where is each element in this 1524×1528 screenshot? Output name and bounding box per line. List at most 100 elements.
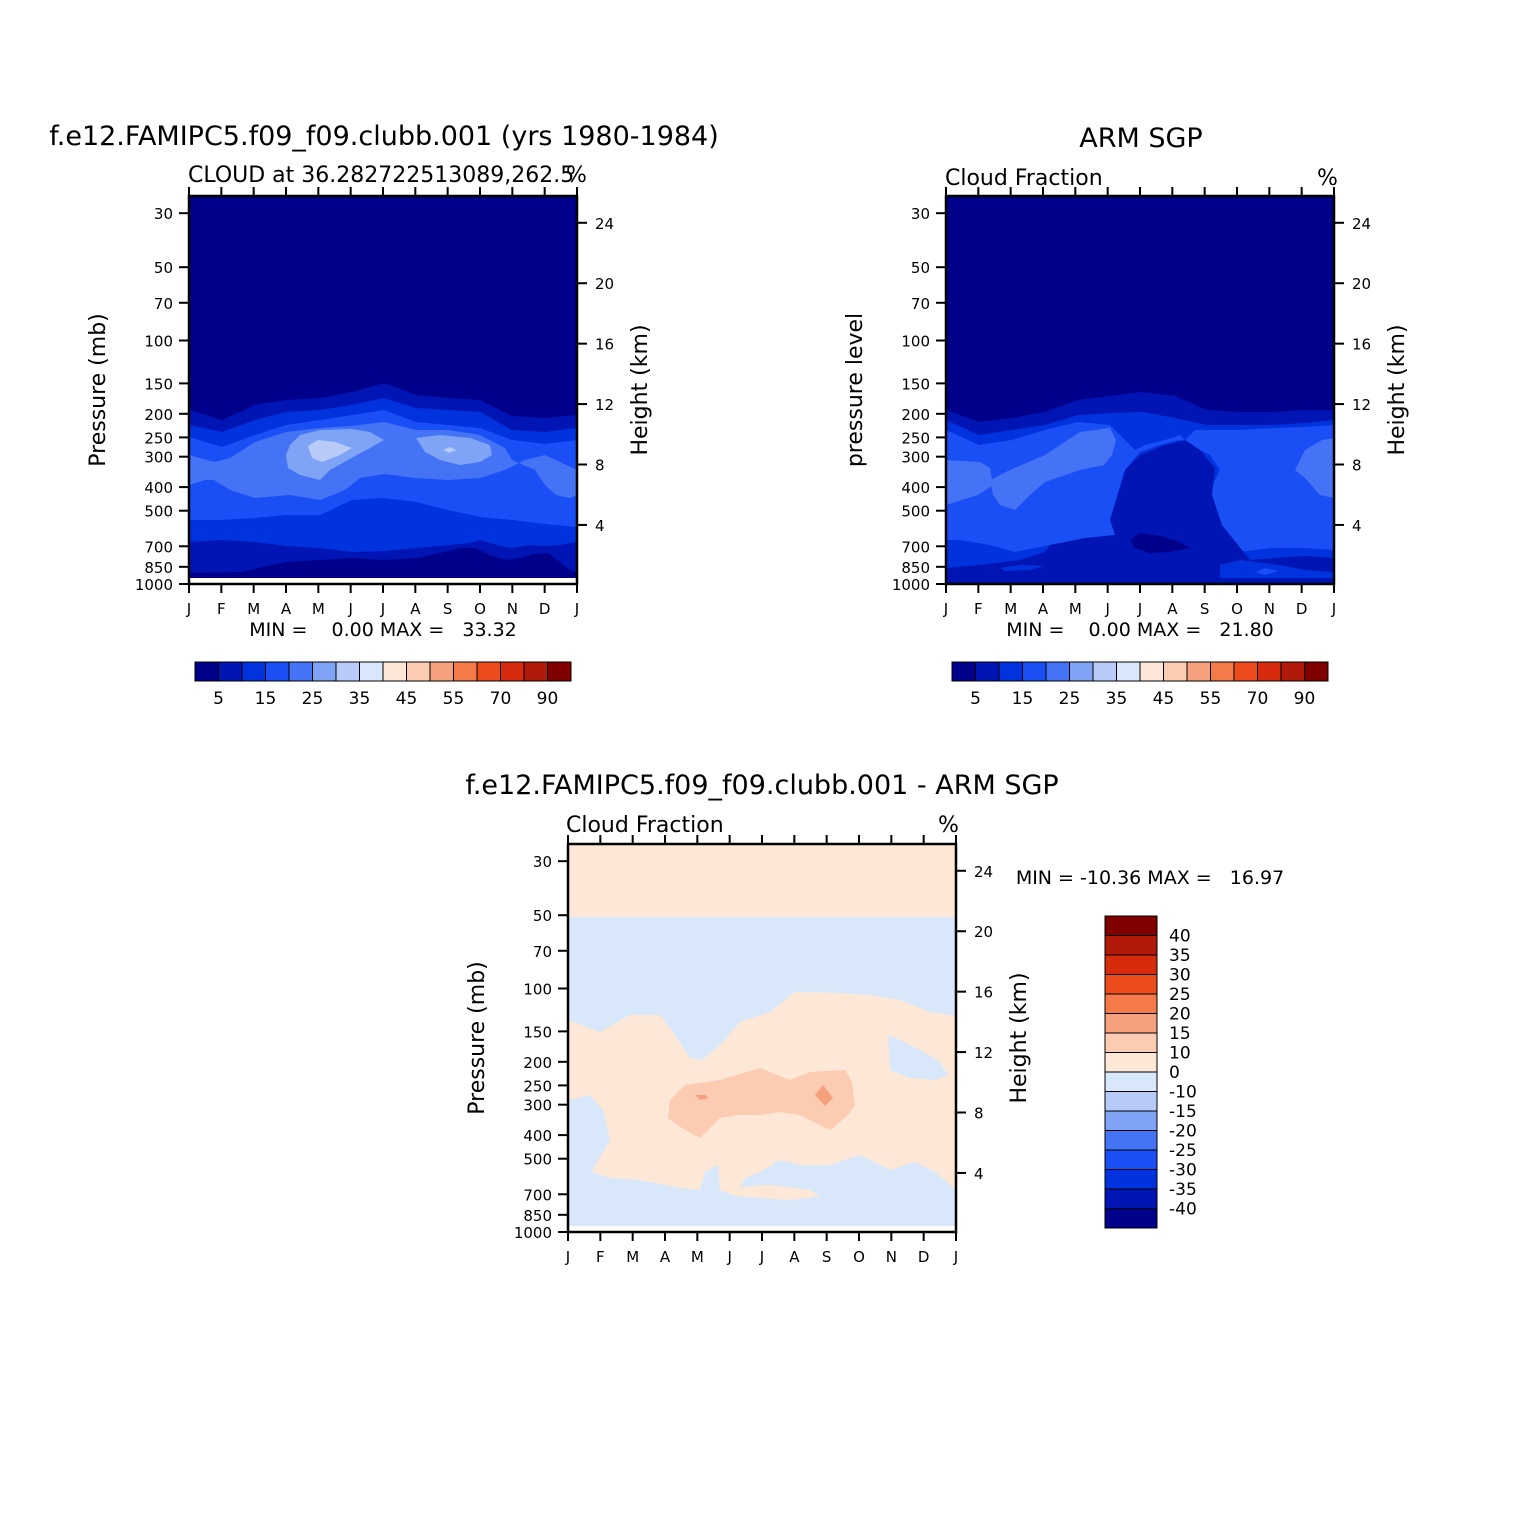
y-tick-label: 850 [901,559,930,577]
panel-diff-colorbar [1104,915,1158,1229]
y-tick-label: 850 [523,1207,552,1225]
panel-model-surface-gap [189,578,577,583]
colorbar-swatch [429,661,454,682]
y-tick-label: 100 [523,981,552,999]
x-tick-label: J [1331,600,1336,618]
x-tick-label: F [596,1248,605,1266]
y-tick-label: 400 [144,479,173,497]
x-tick-label: O [1231,600,1243,618]
colorbar-swatch [1104,1188,1158,1209]
colorbar-label: 25 [1059,689,1081,709]
colorbar-swatch [1304,661,1329,682]
colorbar-label: 70 [1247,689,1269,709]
x-tick-label: J [565,1248,570,1266]
panel-obs-x-ticks: J F M A M J J A S O N D J [943,600,1336,618]
colorbar-label: 40 [1169,927,1191,947]
panel-model-colorbar-labels: 5 15 25 35 45 55 70 90 [213,689,558,709]
height-tick-label: 24 [974,863,993,881]
panel-diff-plot-area [566,842,958,1234]
y-tick-label: 700 [144,538,173,556]
colorbar-label: 10 [1169,1044,1191,1064]
colorbar-swatch [500,661,525,682]
panel-obs-colorbar [951,661,1329,682]
panel-diff-stats: MIN = -10.36 MAX = 16.97 [1016,867,1284,889]
x-tick-label: M [1004,600,1017,618]
panel-model-ylabel: Pressure (mb) [86,313,111,467]
panel-obs: ARM SGP Cloud Fraction % pressure level … [843,123,1410,709]
x-tick-label: J [574,600,579,618]
panel-model-x-ticks: J F M A M J J A S O N D J [186,600,579,618]
y-tick-label: 250 [523,1077,552,1095]
y-tick-label: 150 [901,375,930,393]
panel-diff-ylabel: Pressure (mb) [465,961,490,1115]
y-tick-label: 70 [154,295,173,313]
colorbar-swatch [382,661,407,682]
y-tick-label: 50 [533,907,552,925]
colorbar-label: 35 [1106,689,1128,709]
colorbar-label: 15 [1012,689,1034,709]
colorbar-swatch [1069,661,1094,682]
panel-diff-units: % [938,813,959,838]
height-tick-label: 12 [595,396,614,414]
panel-diff-contour-band [888,1035,948,1080]
panel-model-contour-band [308,440,352,462]
x-tick-label: J [759,1248,764,1266]
panel-model-subtitle: CLOUD at 36.282722513089,262.5 [188,163,574,188]
y-tick-label: 150 [523,1023,552,1041]
height-tick-label: 16 [974,984,993,1002]
panel-diff-colorbar-labels: 40 35 30 25 20 15 10 0 -10 -15 -20 -25 -… [1169,927,1197,1220]
colorbar-label: -15 [1169,1102,1197,1122]
panel-obs-units: % [1317,166,1338,191]
colorbar-swatch [1186,661,1211,682]
height-tick-label: 24 [1352,215,1371,233]
colorbar-swatch [951,661,976,682]
colorbar-swatch [1233,661,1258,682]
colorbar-swatch [523,661,548,682]
panel-obs-surface-band [946,578,1334,583]
colorbar-label: 25 [1169,985,1191,1005]
colorbar-swatch [1210,661,1235,682]
panel-obs-contour-band [946,422,1334,552]
x-tick-label: S [443,600,453,618]
colorbar-label: -30 [1169,1161,1197,1181]
x-tick-label: N [886,1248,897,1266]
colorbar-label: 90 [537,689,559,709]
panel-model-units: % [566,163,587,188]
y-tick-label: 200 [523,1054,552,1072]
colorbar-swatch [476,661,501,682]
x-tick-label: O [853,1248,865,1266]
x-tick-label: A [1038,600,1049,618]
x-tick-label: M [247,600,260,618]
x-tick-label: J [1137,600,1142,618]
panel-diff-ylabel-right: Height (km) [1007,972,1032,1103]
height-tick-label: 8 [595,457,605,475]
panel-obs-ylabel-right: Height (km) [1385,324,1410,455]
y-tick-label: 300 [901,449,930,467]
x-tick-label: F [974,600,983,618]
panel-model-title: f.e12.FAMIPC5.f09_f09.clubb.001 (yrs 198… [49,121,719,152]
colorbar-swatch [1104,1130,1158,1151]
x-tick-label: J [380,600,385,618]
panel-obs-title: ARM SGP [1079,123,1202,154]
colorbar-swatch [359,661,384,682]
panel-model-tick-marks [179,187,587,593]
y-tick-label: 250 [901,429,930,447]
colorbar-label: 55 [1200,689,1222,709]
colorbar-swatch [1104,974,1158,995]
panel-diff-tick-marks [558,835,966,1241]
x-tick-label: N [1264,600,1275,618]
height-tick-label: 20 [1352,275,1371,293]
y-tick-label: 500 [523,1151,552,1169]
y-tick-label: 300 [523,1097,552,1115]
panel-obs-contour-band [990,428,1116,510]
y-tick-label: 50 [154,259,173,277]
panel-diff-height-ticks: 24 20 16 12 8 4 [974,863,993,1183]
y-tick-label: 500 [901,503,930,521]
colorbar-swatch [1104,1091,1158,1112]
y-tick-label: 200 [144,406,173,424]
panel-obs-contour-band [1295,438,1334,498]
panel-model-ylabel-right: Height (km) [628,324,653,455]
y-tick-label: 250 [144,429,173,447]
y-tick-label: 400 [523,1127,552,1145]
colorbar-swatch [1104,1013,1158,1034]
